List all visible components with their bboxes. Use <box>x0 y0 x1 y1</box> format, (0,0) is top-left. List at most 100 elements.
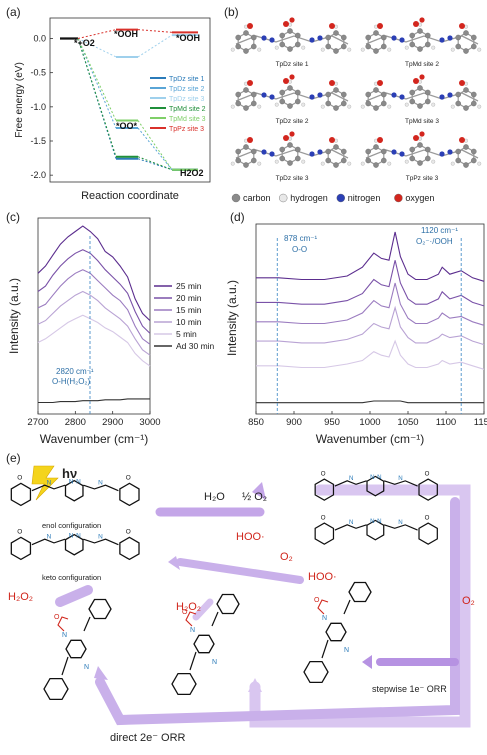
nitrogen-atom <box>439 151 445 157</box>
nitrogen-atom <box>317 35 323 41</box>
arrowhead-back <box>168 556 180 570</box>
legend-label: TpMd site 3 <box>169 116 206 123</box>
panel-d: (d) Intensity (a.u.) Wavenumber (cm⁻¹) 8… <box>218 208 487 448</box>
carbon-atom <box>373 105 379 111</box>
hydrogen-atom <box>431 159 436 164</box>
structure-tpmd-site-3: TpMd site 3 <box>360 74 482 125</box>
carbon-atom <box>425 41 431 48</box>
carbon-atom <box>417 85 423 91</box>
oxygen-atom <box>413 78 419 84</box>
species-start: *+O2 <box>74 38 95 48</box>
arrowhead-up <box>248 678 262 692</box>
panel-c-label: (c) <box>6 210 20 224</box>
hydrogen-atom <box>477 47 482 52</box>
y-tick-label: -1.0 <box>30 102 46 112</box>
x-tick-label: 2800 <box>65 417 86 428</box>
connector <box>77 29 117 39</box>
hydrogen-atom <box>477 104 482 109</box>
oxygen-legend-label: oxygen <box>405 193 434 203</box>
oxygen-atom <box>459 137 465 143</box>
carbon-atom <box>251 157 257 164</box>
nitrogen-label: N <box>190 627 195 634</box>
x-tick-label: 2700 <box>27 417 48 428</box>
carbon-atom <box>325 100 331 107</box>
carbon-atom <box>373 144 379 150</box>
peroxo-bonds <box>185 611 197 627</box>
structures-panel: (b) TpDz site 1 TpMd site 2 TpDz site 2 TpM… <box>224 5 482 203</box>
carbon-atom <box>243 105 249 111</box>
ring <box>64 479 84 502</box>
oxygen-label: O <box>126 475 131 482</box>
carbon-atom <box>373 87 379 93</box>
hydrogen-atom <box>230 104 235 109</box>
ir-spectrum-chart-d: (d) Intensity (a.u.) Wavenumber (cm⁻¹) 8… <box>225 210 487 446</box>
carbon-atom <box>333 105 339 111</box>
carbon-atom <box>409 98 415 105</box>
carbon-atom <box>425 32 431 39</box>
peroxo-bonds <box>317 599 329 615</box>
connector <box>137 34 173 58</box>
half-o2-label: ½ O₂ <box>242 491 267 503</box>
structure-label: TpDz site 2 <box>276 118 309 125</box>
connector <box>77 38 117 157</box>
panel-e-label: (e) <box>6 452 21 465</box>
carbon-atom <box>333 48 339 54</box>
carbon-atom <box>243 162 249 168</box>
nitrogen-label: N <box>98 533 103 540</box>
connector <box>77 38 117 129</box>
plot-frame <box>255 223 485 415</box>
nitrogen-swatch <box>336 193 346 203</box>
carbon-atom <box>381 43 387 50</box>
nitrogen-atom <box>269 94 275 100</box>
nitrogen-label: N <box>212 659 217 666</box>
carbon-atom <box>279 146 285 153</box>
x-tick-label: 1050 <box>397 417 418 428</box>
hydrogen-legend-label: hydrogen <box>290 193 328 203</box>
free-energy-chart: (a) Free energy (eV) Reaction coordinate… <box>6 5 211 202</box>
y-tick-label: -2.0 <box>30 170 46 180</box>
carbon-atom <box>455 157 461 164</box>
ring <box>43 677 69 701</box>
hydrogen-atom <box>320 104 325 109</box>
connector <box>77 38 117 58</box>
carbon-atom <box>463 48 469 54</box>
legend-label: TpPz site 3 <box>169 126 204 133</box>
ooh-molecule-left: N N O <box>43 598 112 701</box>
nitrogen-label: N <box>377 518 381 525</box>
structure-label: TpMd site 2 <box>405 61 439 68</box>
carbon-atom <box>325 91 331 98</box>
carbon-atom <box>325 157 331 164</box>
oxygen-atom <box>329 80 335 86</box>
structure-tpdz-site-1: TpDz site 1 <box>230 17 352 68</box>
hydrogen-atom <box>274 159 279 164</box>
hoo-label-2: HOO· <box>308 571 337 583</box>
connector <box>137 127 173 171</box>
carbon-atom <box>341 157 347 164</box>
carbon-atom <box>455 100 461 107</box>
carbon-atom <box>471 91 477 98</box>
nitrogen-label: N <box>47 533 52 540</box>
x-tick-label: 900 <box>286 417 302 428</box>
linker-bonds <box>61 616 91 676</box>
hydrogen-atom <box>257 47 262 52</box>
oxygen-atom <box>329 23 335 29</box>
hydrogen-atom <box>347 161 352 166</box>
carbon-atom <box>251 91 257 98</box>
oxygen-atom <box>283 21 289 27</box>
nitrogen-atom <box>309 94 315 100</box>
annotation-878: 878 cm⁻¹ <box>284 234 317 243</box>
hydrogen-atom <box>274 45 279 50</box>
y-tick-label: 0.0 <box>33 34 46 44</box>
hydrogen-atom <box>404 159 409 164</box>
carbon-atom <box>279 41 285 48</box>
keto-label: keto configuration <box>42 573 101 582</box>
nitrogen-label: N <box>76 478 81 485</box>
hydrogen-atom <box>450 47 455 52</box>
legend-label: 25 min <box>176 281 202 291</box>
stepwise-label: stepwise 1e⁻ ORR <box>372 684 447 694</box>
annotation-superoxide: O₂⁻·/OOH <box>416 237 453 246</box>
ring <box>64 533 84 556</box>
series-tpdz-site-1 <box>77 38 198 171</box>
y-axis-label: Intensity (a.u.) <box>7 278 21 354</box>
